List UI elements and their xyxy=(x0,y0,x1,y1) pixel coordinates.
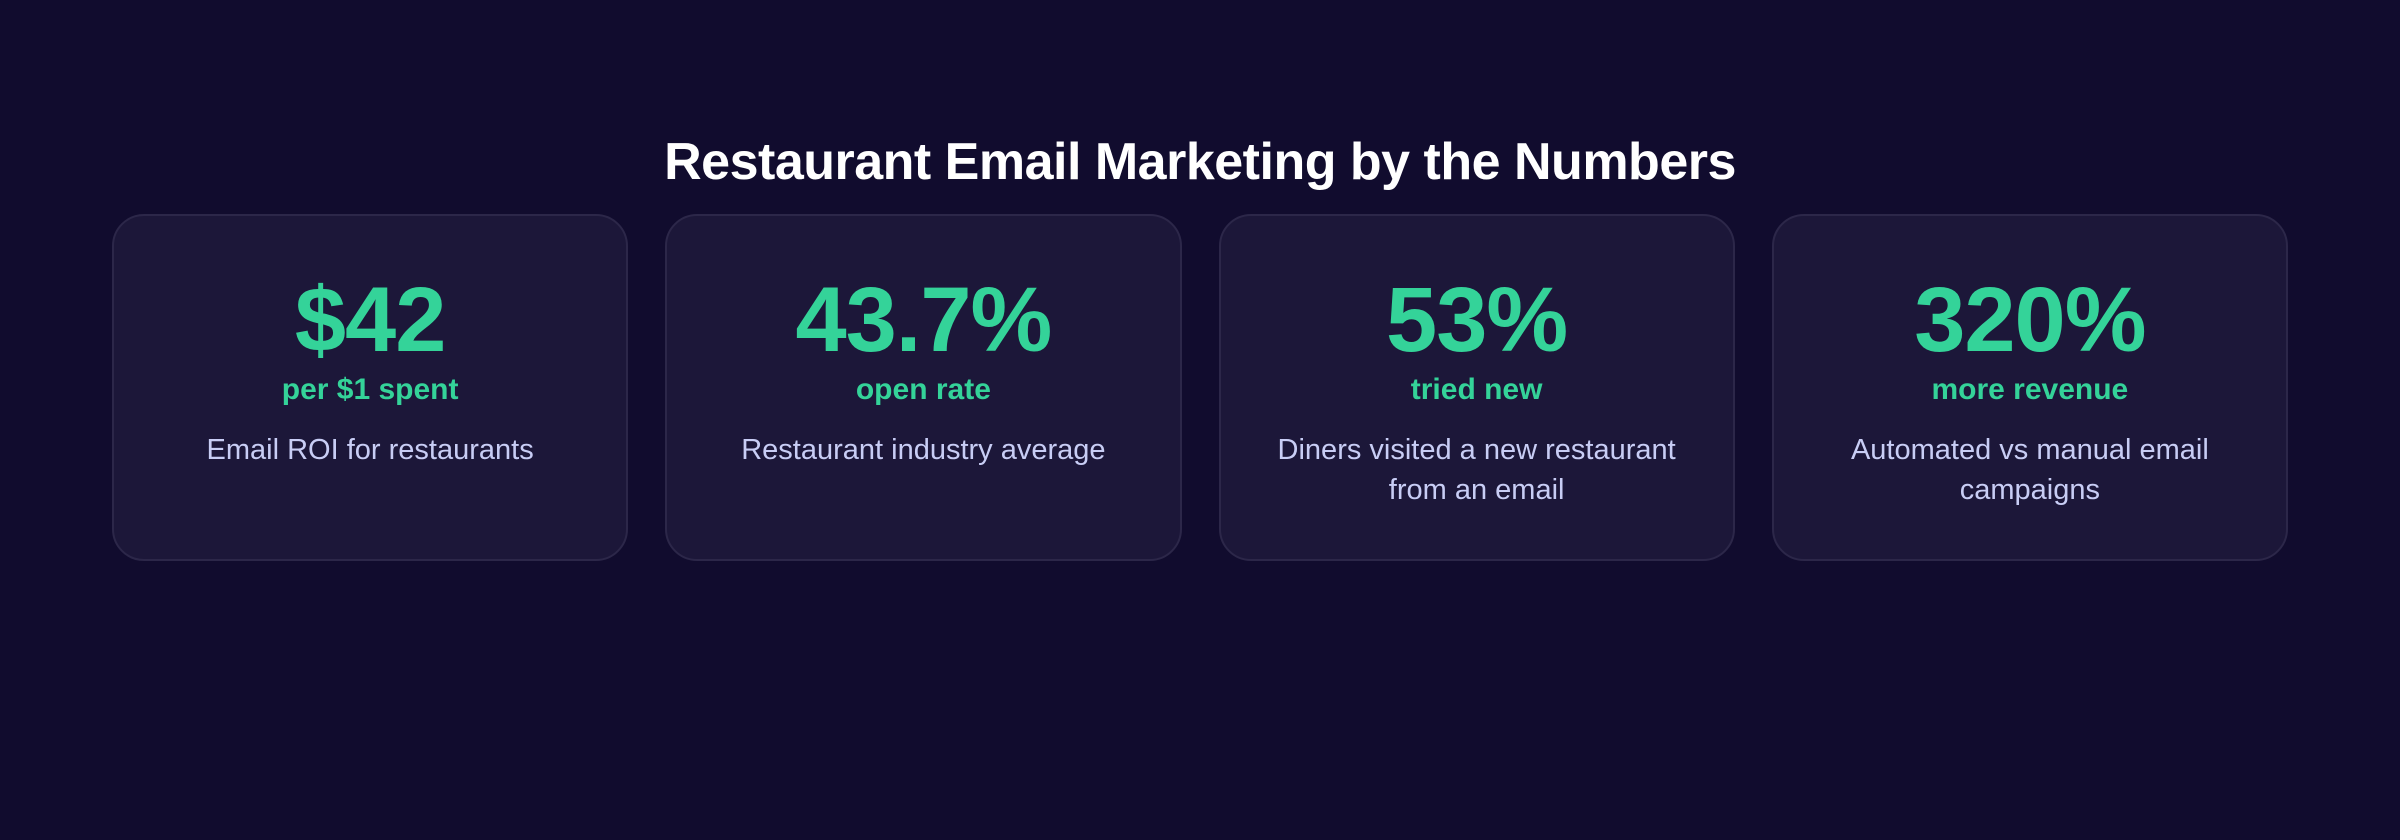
stat-value: 53% xyxy=(1386,269,1568,371)
stat-card-revenue: 320% more revenue Automated vs manual em… xyxy=(1771,214,2288,561)
stat-value: 43.7% xyxy=(795,269,1052,371)
stat-unit: more revenue xyxy=(1931,373,2129,406)
stat-unit: per $1 spent xyxy=(281,373,459,406)
stat-description: Restaurant industry average xyxy=(741,434,1106,466)
stat-card-roi: $42 per $1 spent Email ROI for restauran… xyxy=(112,214,629,561)
stat-unit: open rate xyxy=(855,373,991,406)
stat-card-open-rate: 43.7% open rate Restaurant industry aver… xyxy=(665,214,1182,561)
stat-unit: tried new xyxy=(1410,373,1543,406)
stat-card-tried-new: 53% tried new Diners visited a new resta… xyxy=(1218,214,1735,561)
stat-description: Automated vs manual email campaigns xyxy=(1850,434,2209,506)
stat-description: Email ROI for restaurants xyxy=(206,434,534,466)
stat-description: Diners visited a new restaurant from an … xyxy=(1277,434,1676,506)
stat-value: $42 xyxy=(294,269,447,371)
page-title: Restaurant Email Marketing by the Number… xyxy=(664,132,1736,191)
stat-value: 320% xyxy=(1914,269,2146,371)
stats-grid: $42 per $1 spent Email ROI for restauran… xyxy=(112,214,2288,561)
